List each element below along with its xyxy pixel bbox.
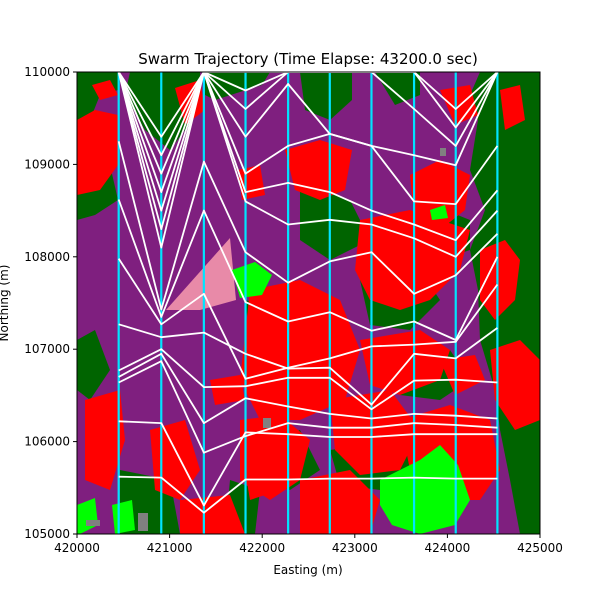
trajectory-line-14: [117, 72, 499, 157]
x-tick-label: 424000: [424, 541, 470, 555]
x-tick-label: 423000: [332, 541, 378, 555]
bright-green-regions: [77, 205, 470, 534]
gray-patches: [86, 148, 446, 531]
y-tick-label: 107000: [24, 342, 70, 356]
x-tick-label: 422000: [239, 541, 285, 555]
trajectory-lines: [117, 72, 499, 514]
y-axis-ticks: 105000 106000 107000 108000 109000 110000: [24, 65, 77, 541]
y-tick-label: 105000: [24, 527, 70, 541]
chart-title: Swarm Trajectory (Time Elapse: 43200.0 s…: [138, 50, 478, 68]
trajectory-line-6: [117, 258, 499, 380]
x-tick-label: 420000: [54, 541, 100, 555]
trajectory-line-11: [117, 72, 499, 212]
trajectory-line-0: [118, 475, 498, 514]
y-tick-label: 110000: [24, 65, 70, 79]
x-tick-label: 425000: [517, 541, 563, 555]
trajectory-line-1: [118, 420, 498, 507]
trajectory-line-10: [117, 72, 499, 242]
trajectory-line-3: [118, 352, 498, 425]
trajectory-line-15: [117, 72, 498, 138]
plot-frame: [76, 71, 541, 535]
trajectory-line-13: [117, 72, 499, 175]
trajectory-line-5: [118, 323, 498, 406]
y-tick-label: 108000: [24, 250, 70, 264]
trajectory-line-9: [117, 72, 499, 258]
x-axis-label: Easting (m): [273, 563, 342, 577]
trajectory-line-4: [118, 348, 498, 411]
trajectory-line-8: [117, 141, 499, 311]
y-axis-label: Northing (m): [0, 265, 11, 342]
pink-region: [166, 238, 236, 310]
x-tick-label: 421000: [147, 541, 193, 555]
x-axis-ticks: 420000 421000 422000 423000 424000 425000: [54, 534, 563, 555]
trajectory-line-2: [118, 360, 498, 454]
y-tick-label: 106000: [24, 435, 70, 449]
trajectory-line-12: [117, 72, 499, 194]
y-tick-label: 109000: [24, 157, 70, 171]
trajectory-line-7: [117, 199, 499, 341]
